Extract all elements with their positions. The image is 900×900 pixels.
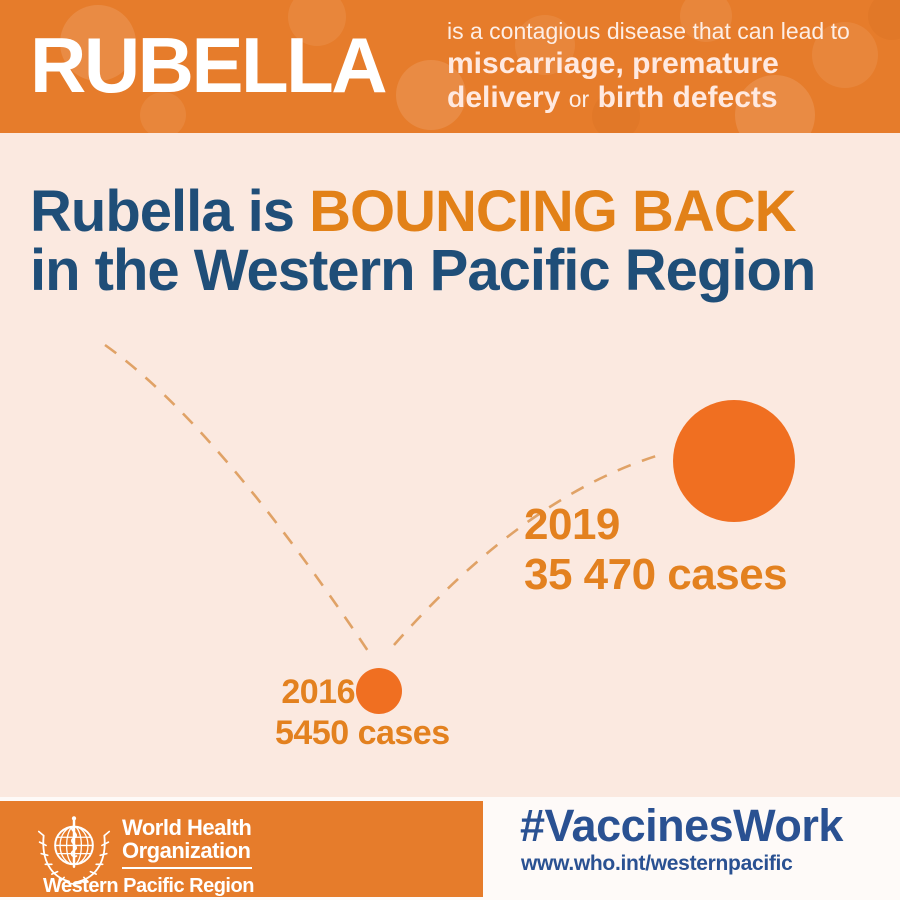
who-name-line1: World Health [122,815,252,840]
label-2019-year: 2019 [524,500,620,549]
bokeh-circle [515,15,575,75]
bubble-2019 [673,400,795,522]
bubble-2016 [356,668,402,714]
bokeh-circle [396,60,466,130]
chart-area: Rubella is BOUNCING BACK in the Western P… [0,133,900,797]
tagline-or: or [568,86,590,112]
label-2016-year: 2016 [281,673,355,711]
bokeh-circle [812,22,878,88]
bokeh-circle [60,5,136,81]
tagline-risk-1: miscarriage, premature [447,47,779,80]
headline-lead: Rubella is [30,179,310,244]
website-url[interactable]: www.who.int/westernpacific [521,852,793,875]
who-branding-block: World Health Organization Western Pacifi… [0,801,483,897]
header-band: RUBELLA is a contagious disease that can… [0,0,900,133]
footer: World Health Organization Western Pacifi… [0,797,900,900]
headline-line2: in the Western Pacific Region [30,238,816,303]
who-region-label: Western Pacific Region [43,875,254,897]
bokeh-circle [680,0,732,42]
headline-highlight: BOUNCING BACK [309,179,796,244]
tagline-risk-2: delivery or birth defects [447,81,778,115]
headline: Rubella is BOUNCING BACK in the Western P… [30,179,816,303]
label-2016-cases: 5450 cases [275,714,450,752]
who-name-line2: Organization [122,838,251,863]
who-wordmark: World Health Organization [122,816,252,869]
disease-title: RUBELLA [30,21,388,109]
trajectory-rise-segment [393,451,667,646]
bokeh-circle [288,0,346,46]
bokeh-circle [592,92,640,133]
tagline-birth-defects: birth defects [597,81,778,114]
tagline-delivery: delivery [447,81,561,114]
who-logo-icon [37,816,111,885]
tagline-intro: is a contagious disease that can lead to [447,18,850,44]
bounce-trajectory [104,343,667,652]
bokeh-circle [140,92,186,133]
trajectory-fall-segment [104,343,370,652]
who-wordmark-rule [122,867,252,869]
bokeh-circle [735,75,815,133]
campaign-hashtag: #VaccinesWork [520,800,843,851]
label-2019-cases: 35 470 cases [524,550,788,599]
bokeh-circle [868,0,900,40]
